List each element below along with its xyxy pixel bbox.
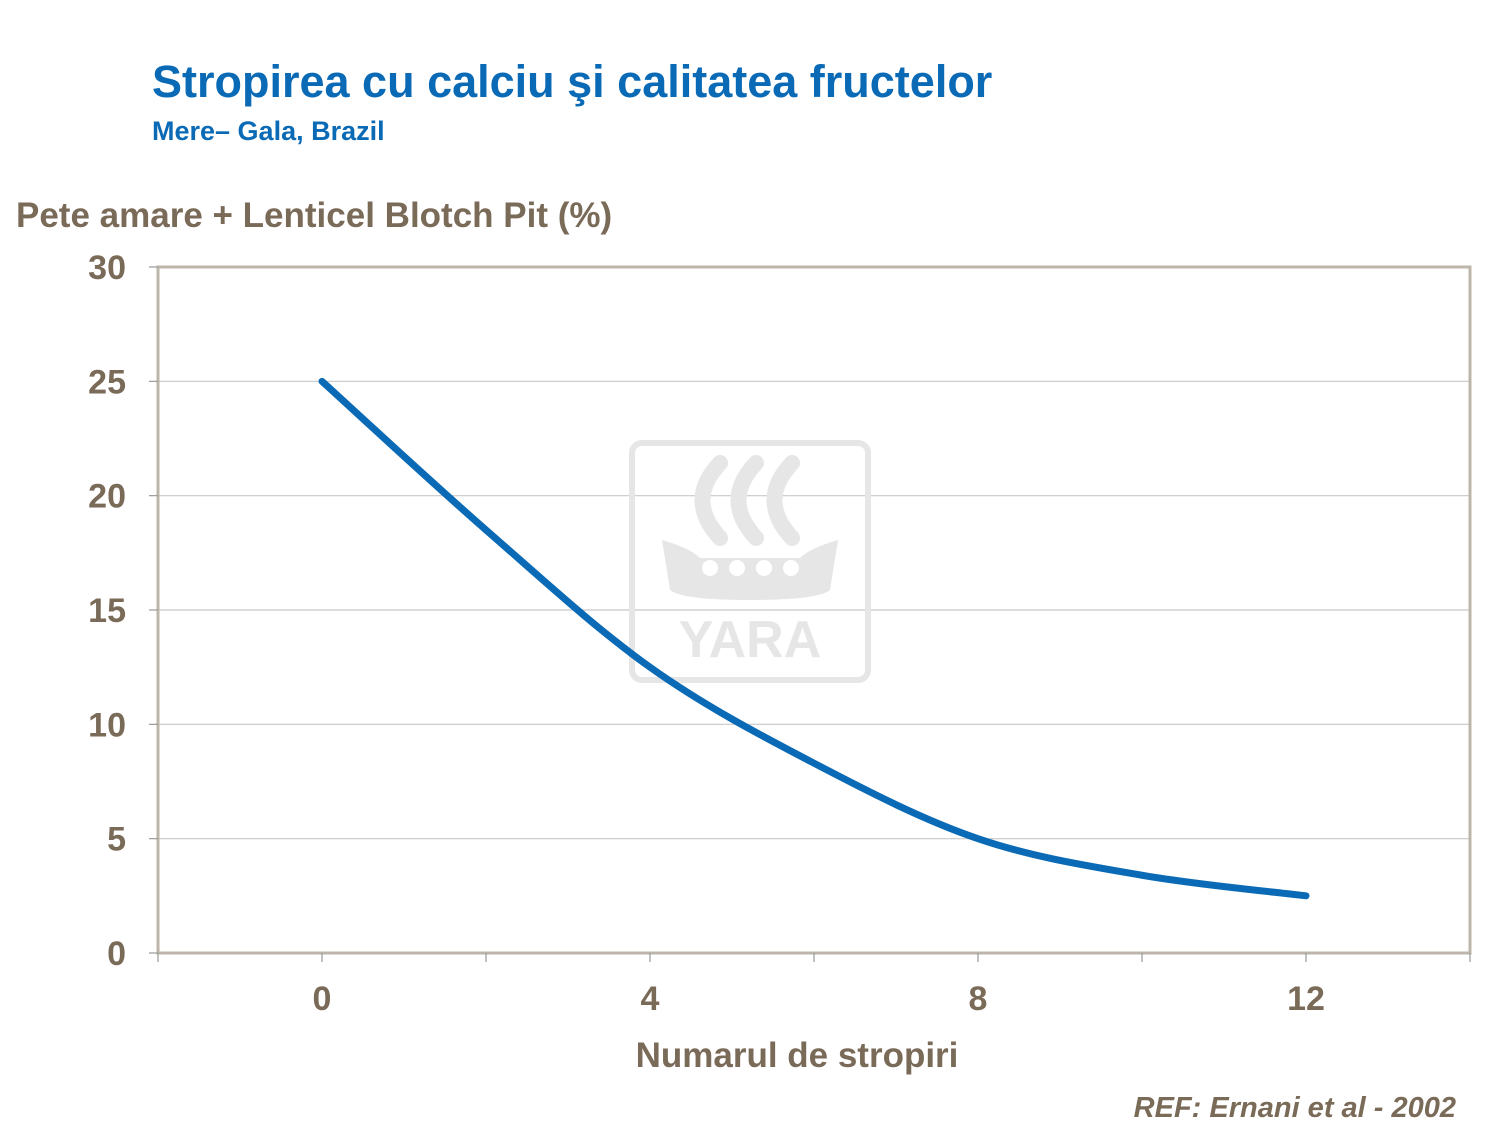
watermark-text: YARA (679, 611, 822, 669)
y-tick-label: 20 (88, 478, 126, 516)
y-tick-label: 15 (88, 592, 126, 630)
y-tick-label: 25 (88, 363, 126, 401)
y-tick-label: 5 (107, 821, 126, 859)
x-tick-label: 12 (1287, 980, 1325, 1018)
gridlines (158, 380, 1470, 840)
y-axis-label: Pete amare + Lenticel Blotch Pit (%) (16, 196, 613, 235)
y-tick-label: 0 (107, 935, 126, 973)
chart-subtitle: Mere– Gala, Brazil (152, 116, 385, 146)
x-tick-label: 8 (969, 980, 988, 1018)
reference-note: REF: Ernani et al - 2002 (1133, 1092, 1456, 1124)
x-tick-label: 4 (641, 980, 660, 1018)
series-line (318, 377, 1310, 900)
chart-title: Stropirea cu calciu şi calitatea fructel… (152, 56, 993, 107)
axes: 0 5 10 15 20 25 30 0 4 8 12 (88, 249, 1471, 1018)
y-tick-label: 10 (88, 706, 126, 744)
yara-logo-watermark: YARA (629, 440, 871, 683)
x-tick-label: 0 (313, 980, 332, 1018)
x-axis-label: Numarul de stropiri (635, 1036, 959, 1075)
y-tick-label: 30 (88, 249, 126, 287)
